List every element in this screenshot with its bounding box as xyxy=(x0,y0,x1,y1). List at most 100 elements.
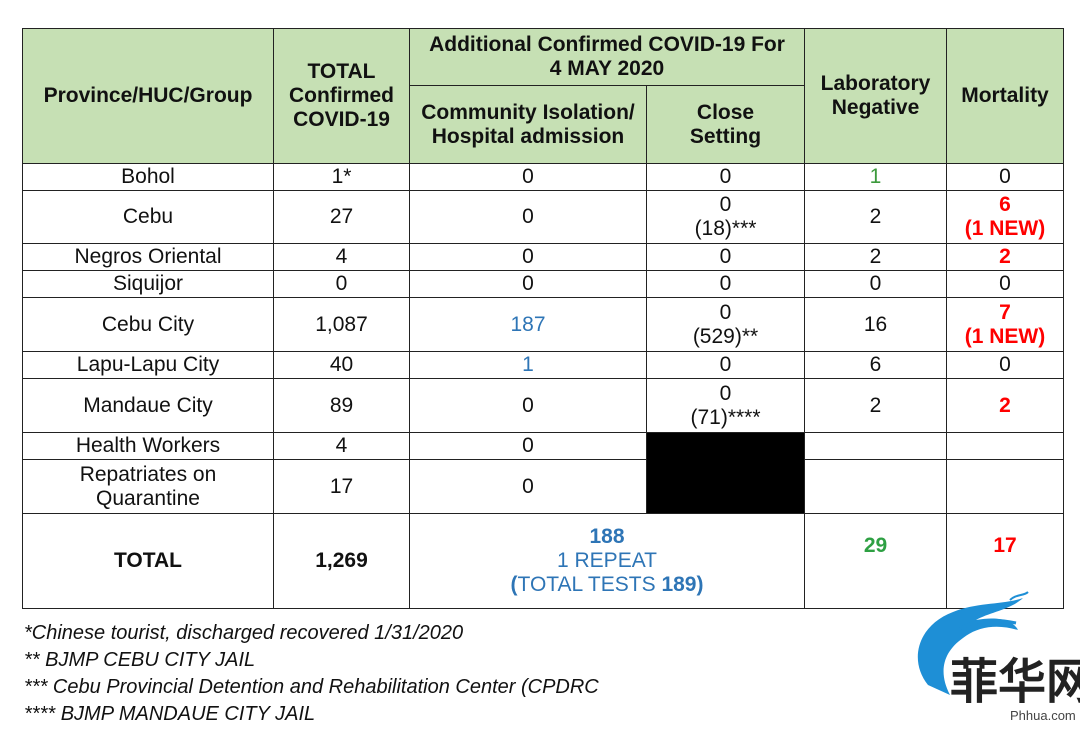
mort-value: 6 xyxy=(999,193,1011,216)
row-total: 1* xyxy=(273,163,410,191)
row-community: 1 xyxy=(409,351,647,379)
mort-note: (1 NEW) xyxy=(964,217,1046,240)
table-row: Cebu 27 0 0 (18)*** 2 6 (1 NEW) xyxy=(22,190,1064,244)
total-repeat: 1 REPEAT xyxy=(557,549,657,572)
footnote: **** BJMP MANDAUE CITY JAIL xyxy=(24,703,316,725)
row-total: 0 xyxy=(273,270,410,298)
row-close: 0 xyxy=(646,351,805,379)
header-community: Community Isolation/ Hospital admission xyxy=(409,85,647,164)
row-lab: 2 xyxy=(804,378,947,433)
row-lab xyxy=(804,459,947,514)
row-close: 0 (18)*** xyxy=(646,190,805,244)
table-row: Siquijor 0 0 0 0 0 xyxy=(22,270,1064,298)
total-additional-value: 188 xyxy=(589,525,625,548)
row-lab: 1 xyxy=(804,163,947,191)
close-value: 0 xyxy=(719,381,732,405)
row-mort: 6 (1 NEW) xyxy=(946,190,1064,244)
header-close-setting-text: Close Setting xyxy=(689,100,762,148)
row-lab: 6 xyxy=(804,351,947,379)
close-note: (18)*** xyxy=(694,217,757,240)
footnotes: *Chinese tourist, discharged recovered 1… xyxy=(24,620,599,728)
header-lab-negative-text: Laboratory Negative xyxy=(820,72,931,119)
row-total: 4 xyxy=(273,243,410,271)
footnote: *Chinese tourist, discharged recovered 1… xyxy=(24,622,464,644)
row-mort xyxy=(946,459,1064,514)
row-community: 0 xyxy=(409,243,647,271)
row-total: 40 xyxy=(273,351,410,379)
row-lab: 2 xyxy=(804,243,947,271)
header-community-text: Community Isolation/ Hospital admission xyxy=(421,100,635,148)
row-close: 0 (529)** xyxy=(646,297,805,352)
row-name-text: Repatriates on Quarantine xyxy=(79,462,217,510)
mort-value: 7 xyxy=(999,300,1011,324)
row-mort: 2 xyxy=(946,378,1064,433)
row-mort: 2 xyxy=(946,243,1064,271)
table-row: Health Workers 4 0 xyxy=(22,432,1064,514)
covid-table: Province/HUC/Group TOTAL Confirmed COVID… xyxy=(22,28,1064,609)
row-name: Lapu-Lapu City xyxy=(22,351,274,379)
header-total-confirmed-text: TOTAL Confirmed COVID-19 xyxy=(289,60,394,131)
tests-label: TOTAL TESTS xyxy=(517,573,662,596)
total-tests: (TOTAL TESTS 189) xyxy=(410,573,804,597)
total-lab-negative: 29 xyxy=(804,513,947,609)
total-row: TOTAL 1,269 188 1 REPEAT (TOTAL TESTS 18… xyxy=(22,513,1064,609)
row-community: 187 xyxy=(409,297,647,352)
row-lab xyxy=(804,432,947,460)
header-close-setting: Close Setting xyxy=(646,85,805,164)
table-row: Bohol 1* 0 0 1 0 xyxy=(22,163,1064,191)
table-row: Repatriates on Quarantine 17 0 xyxy=(22,459,1064,514)
total-additional: 188 1 REPEAT (TOTAL TESTS 189) xyxy=(409,513,805,609)
row-total: 27 xyxy=(273,190,410,244)
tests-prefix: ( xyxy=(510,573,518,596)
header-total-confirmed: TOTAL Confirmed COVID-19 xyxy=(273,28,410,164)
row-community: 0 xyxy=(409,190,647,244)
header-additional-text: Additional Confirmed COVID-19 For 4 MAY … xyxy=(429,33,785,80)
dragon-logo-icon: 菲华网 Phhua.com xyxy=(917,591,1080,723)
footnote: *** Cebu Provincial Detention and Rehabi… xyxy=(24,676,599,698)
row-name: Repatriates on Quarantine xyxy=(22,459,274,514)
row-community: 0 xyxy=(409,459,647,514)
table-row: Negros Oriental 4 0 0 2 2 xyxy=(22,243,1064,271)
header-province: Province/HUC/Group xyxy=(22,28,274,164)
row-total: 4 xyxy=(273,432,410,460)
row-community: 0 xyxy=(409,378,647,433)
row-lab: 16 xyxy=(804,297,947,352)
header-lab-negative: Laboratory Negative xyxy=(804,28,947,164)
table-row: Mandaue City 89 0 0 (71)**** 2 2 xyxy=(22,378,1064,433)
row-name: Cebu xyxy=(22,190,274,244)
row-close: 0 xyxy=(646,243,805,271)
row-name: Health Workers xyxy=(22,432,274,460)
row-name: Siquijor xyxy=(22,270,274,298)
watermark-chars: 菲华网 xyxy=(950,654,1080,710)
row-name: Cebu City xyxy=(22,297,274,352)
table-row: Lapu-Lapu City 40 1 0 6 0 xyxy=(22,351,1064,379)
row-community: 0 xyxy=(409,432,647,460)
row-mort xyxy=(946,432,1064,460)
row-mort: 0 xyxy=(946,270,1064,298)
footnote: ** BJMP CEBU CITY JAIL xyxy=(24,649,256,671)
close-value: 0 xyxy=(719,193,732,216)
close-note: (71)**** xyxy=(690,405,761,429)
total-label: TOTAL xyxy=(22,513,274,609)
redacted-block xyxy=(646,432,805,514)
row-close: 0 xyxy=(646,270,805,298)
tests-value: 189 xyxy=(661,573,697,596)
row-community: 0 xyxy=(409,163,647,191)
watermark-site: Phhua.com xyxy=(1010,708,1076,723)
row-total: 1,087 xyxy=(273,297,410,352)
row-total: 17 xyxy=(273,459,410,514)
row-name: Mandaue City xyxy=(22,378,274,433)
close-note: (529)** xyxy=(692,324,759,348)
row-total: 89 xyxy=(273,378,410,433)
header-additional: Additional Confirmed COVID-19 For 4 MAY … xyxy=(409,28,805,86)
row-name: Bohol xyxy=(22,163,274,191)
tests-suffix: ) xyxy=(696,573,704,596)
mort-note: (1 NEW) xyxy=(964,324,1046,348)
total-confirmed: 1,269 xyxy=(273,513,410,609)
header-mortality: Mortality xyxy=(946,28,1064,164)
row-close: 0 xyxy=(646,163,805,191)
row-mort: 0 xyxy=(946,163,1064,191)
watermark-logo: 菲华网 Phhua.com xyxy=(898,590,1080,727)
row-mort: 7 (1 NEW) xyxy=(946,297,1064,352)
row-name: Negros Oriental xyxy=(22,243,274,271)
